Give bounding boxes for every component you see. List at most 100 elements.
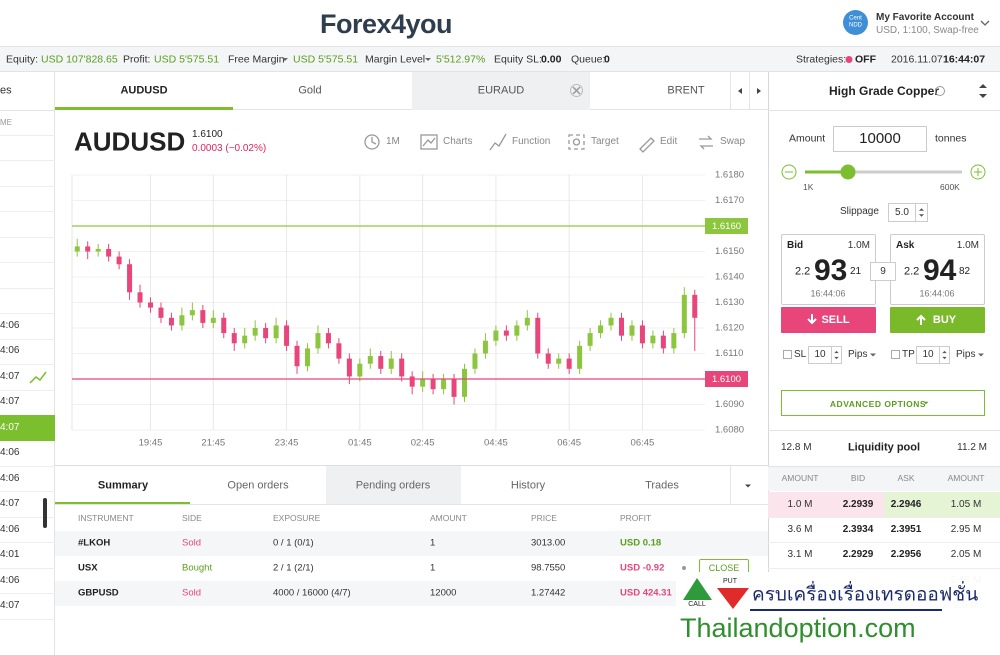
candle-body xyxy=(242,335,248,344)
quote-time: 16:44:06 xyxy=(919,288,955,299)
instrument-tab[interactable]: BRENT xyxy=(667,84,705,97)
candle-body xyxy=(493,330,499,341)
order-profit: USD 424.31 xyxy=(620,587,672,599)
y-tick-label: 1.6160 xyxy=(715,221,744,232)
stop-input[interactable]: 10 xyxy=(916,346,940,364)
advanced-options[interactable]: ADVANCED OPTIONS xyxy=(781,390,985,416)
stop-spinner[interactable] xyxy=(939,346,950,364)
orders-tab[interactable]: Trades xyxy=(645,479,679,492)
order-price: 3013.00 xyxy=(531,537,566,549)
column-header: PRICE xyxy=(531,512,557,523)
stop-unit[interactable]: Pips xyxy=(956,349,976,360)
status-item[interactable]: Margin Level xyxy=(365,53,426,66)
scrollbar xyxy=(43,498,47,528)
order-row-bg xyxy=(55,530,768,556)
y-tick-label: 1.6080 xyxy=(715,425,744,436)
left-panel xyxy=(0,72,55,655)
candle-body xyxy=(556,358,562,364)
left-row-line xyxy=(0,338,55,340)
stop-unit[interactable]: Pips xyxy=(848,349,868,360)
order-amount: 12000 xyxy=(430,587,457,599)
slippage-label: Slippage xyxy=(840,206,879,217)
left-row-line xyxy=(0,262,55,264)
liquidity-left: 12.8 M xyxy=(781,442,812,453)
order-amount: 1 xyxy=(430,537,436,549)
left-row-line xyxy=(0,567,55,569)
column-header: AMOUNT xyxy=(947,472,985,483)
candle-body xyxy=(535,317,541,354)
slippage-spinner[interactable] xyxy=(915,203,928,222)
instrument-tab[interactable]: Gold xyxy=(298,84,322,97)
row-menu-dot xyxy=(682,566,686,570)
left-time: 4:07 xyxy=(0,396,20,408)
status-item: USD 107'828.65 xyxy=(41,53,118,66)
toolbar-button[interactable]: 1M xyxy=(386,136,400,147)
status-item: 0.00 xyxy=(541,53,562,66)
instrument-tab[interactable]: AUDUSD xyxy=(120,84,168,97)
watermark-site: Thailandoption.com xyxy=(680,612,916,643)
tab-scroll-left[interactable] xyxy=(730,72,749,110)
status-item: Equity SL: xyxy=(494,53,542,66)
price: 1.6100 xyxy=(192,129,223,140)
left-time: 4:06 xyxy=(0,574,20,586)
status-item[interactable]: Free Margin xyxy=(228,53,285,66)
liquidity-cell: 2.3934 xyxy=(842,523,874,535)
slippage-input[interactable]: 5.0 xyxy=(888,203,916,222)
orders-tab[interactable]: History xyxy=(510,479,546,492)
left-time: 4:07 xyxy=(0,498,20,510)
status-item: 2016.11.07 xyxy=(891,53,943,66)
orders-tab[interactable]: Pending orders xyxy=(355,479,431,492)
candle-body xyxy=(305,348,310,367)
buy-button[interactable]: BUY xyxy=(890,307,985,333)
toolbar-button[interactable]: Target xyxy=(591,136,619,147)
toolbar-icon xyxy=(568,134,585,150)
instrument-title[interactable]: High Grade Copper xyxy=(828,83,940,98)
liquidity-cell: 3.6 M xyxy=(787,523,813,535)
candle-body xyxy=(451,379,457,397)
candle-body xyxy=(168,317,174,326)
avatar xyxy=(843,10,868,35)
x-tick-label: 06:45 xyxy=(631,438,655,449)
toolbar-button[interactable]: Function xyxy=(512,136,551,147)
level-badge xyxy=(705,218,748,234)
instrument-tab[interactable]: EURAUD xyxy=(477,84,525,97)
best-ask-bg xyxy=(884,492,1000,517)
amount-input[interactable]: 10000 xyxy=(833,126,927,152)
checkbox[interactable] xyxy=(783,350,792,359)
orders-tab[interactable]: Open orders xyxy=(227,479,289,492)
left-time: 4:07 xyxy=(0,370,20,382)
candle-body xyxy=(158,307,164,318)
status-item: 0 xyxy=(604,53,610,66)
candle-body xyxy=(681,294,687,334)
avatar-text: Cent xyxy=(849,15,862,22)
x-tick-label: 04:45 xyxy=(484,438,508,449)
stop-input[interactable]: 10 xyxy=(808,346,832,364)
toolbar-icon xyxy=(639,137,655,153)
candle-body xyxy=(127,264,133,293)
sell-button[interactable]: SELL xyxy=(781,307,876,333)
column-header: ASK xyxy=(897,472,915,483)
candle-body xyxy=(210,317,216,323)
candle-body xyxy=(263,328,269,339)
candle-body xyxy=(462,368,467,397)
toolbar-icon xyxy=(422,137,436,147)
tab-scroll-right[interactable] xyxy=(749,72,768,110)
toolbar-button[interactable]: Edit xyxy=(660,136,678,147)
candle-body xyxy=(325,333,331,344)
order-exposure: 4000 / 16000 (4/7) xyxy=(273,587,351,599)
orders-tab[interactable]: Summary xyxy=(97,479,149,492)
quote-time: 16:44:06 xyxy=(810,288,846,299)
left-row-selected xyxy=(0,415,55,441)
account-name[interactable]: My Favorite Account xyxy=(876,12,974,23)
candle-body xyxy=(200,310,206,323)
y-tick-label: 1.6150 xyxy=(715,246,744,257)
stop-spinner[interactable] xyxy=(831,346,842,364)
orders-dropdown[interactable] xyxy=(730,466,768,504)
checkbox[interactable] xyxy=(891,350,900,359)
toolbar-button[interactable]: Charts xyxy=(443,136,473,147)
watermark-underline xyxy=(750,609,942,611)
price-change: 0.0003 (−0.02%) xyxy=(192,143,267,154)
toolbar-button[interactable]: Swap xyxy=(720,136,746,147)
quote-box xyxy=(781,234,876,305)
order-side: Sold xyxy=(182,587,202,599)
